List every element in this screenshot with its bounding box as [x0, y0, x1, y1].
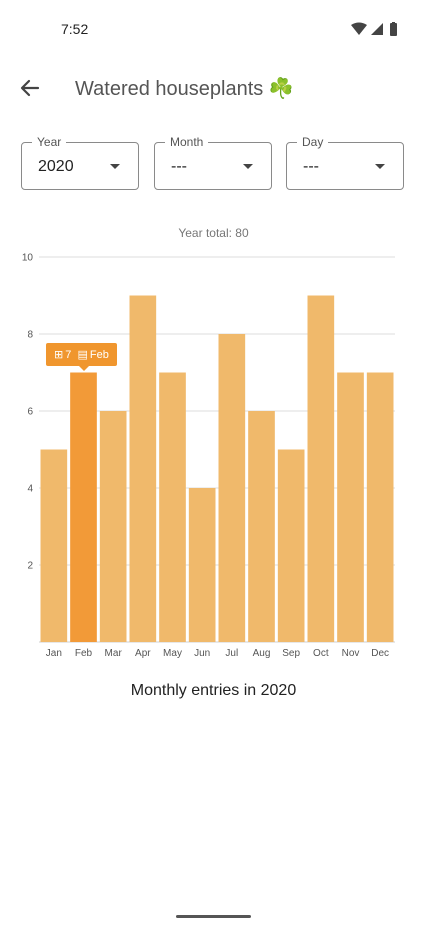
- chart-svg: 2 4 6 8 10 Jan Feb Mar Apr May Jun Jul Aug Sep Oct Nov D…: [22, 253, 395, 659]
- x-tick-label-feb: Feb: [75, 648, 93, 659]
- tooltip-value: 7: [65, 349, 72, 361]
- x-tick-label-aug: Aug: [253, 648, 271, 659]
- y-tick-label: 8: [27, 330, 33, 341]
- monthly-bar-chart: Year total: 80 2 4 6 8 10 Jan Feb Mar Apr May Jun J…: [0, 215, 427, 665]
- year-select[interactable]: Year 2020: [21, 135, 139, 190]
- wifi-icon: [351, 22, 367, 35]
- day-select-label: Day: [297, 135, 329, 149]
- x-tick-label-mar: Mar: [105, 648, 123, 659]
- day-select-value: ---: [303, 158, 319, 175]
- status-time: 7:52: [61, 21, 89, 37]
- x-tick-label-sep: Sep: [282, 648, 300, 659]
- x-tick-label-oct: Oct: [313, 648, 329, 659]
- caret-down-icon: [375, 164, 385, 169]
- gesture-nav-handle[interactable]: [176, 915, 251, 918]
- month-select-value: ---: [171, 158, 187, 175]
- arrow-back-icon[interactable]: [14, 72, 46, 104]
- x-tick-label-dec: Dec: [371, 648, 389, 659]
- x-tick-label-nov: Nov: [342, 648, 360, 659]
- x-tick-label-jun: Jun: [194, 648, 210, 659]
- bar-jan[interactable]: [40, 449, 68, 643]
- bar-tooltip: ⊞ 7 ▤ Feb: [46, 343, 117, 371]
- shamrock-icon: ☘️: [268, 76, 294, 100]
- bar-may[interactable]: [159, 372, 186, 643]
- caret-down-icon: [243, 164, 253, 169]
- bar-jul[interactable]: [218, 334, 246, 642]
- cell-signal-icon: [371, 23, 383, 35]
- bar-dec[interactable]: [366, 372, 394, 643]
- x-tick-label-apr: Apr: [135, 648, 151, 659]
- bar-feb[interactable]: [70, 372, 97, 643]
- app-bar: Watered houseplants ☘️: [0, 60, 427, 116]
- status-icons: [351, 22, 397, 36]
- y-tick-label: 4: [27, 484, 33, 495]
- category-icon: ▤: [77, 348, 88, 361]
- chart-caption: Monthly entries in 2020: [130, 682, 297, 699]
- bar-mar[interactable]: [99, 411, 127, 642]
- battery-icon: [390, 23, 397, 36]
- bar-nov[interactable]: [337, 372, 364, 643]
- value-icon: ⊞: [54, 348, 64, 361]
- page-title-text: Watered houseplants: [75, 78, 264, 100]
- year-select-value: 2020: [38, 158, 74, 175]
- bar-sep[interactable]: [277, 449, 305, 643]
- x-tick-label-jan: Jan: [46, 648, 62, 659]
- y-tick-label: 10: [22, 253, 34, 264]
- bar-apr[interactable]: [129, 295, 157, 643]
- bar-aug[interactable]: [248, 411, 275, 642]
- day-select[interactable]: Day ---: [286, 135, 404, 190]
- bar-oct[interactable]: [307, 295, 335, 643]
- year-select-label: Year: [32, 135, 67, 149]
- year-total: Year total: 80: [178, 226, 249, 240]
- month-select[interactable]: Month ---: [154, 135, 272, 190]
- caret-down-icon: [110, 164, 120, 169]
- status-bar: 7:52: [0, 0, 427, 50]
- page-title: Watered houseplants ☘️: [75, 76, 294, 101]
- month-select-label: Month: [165, 135, 209, 149]
- bar-jun[interactable]: [188, 488, 216, 642]
- y-tick-label: 2: [27, 561, 33, 572]
- tooltip-category: Feb: [89, 349, 109, 361]
- y-tick-label: 6: [27, 407, 33, 418]
- x-tick-label-jul: Jul: [225, 648, 238, 659]
- x-tick-label-may: May: [163, 648, 182, 659]
